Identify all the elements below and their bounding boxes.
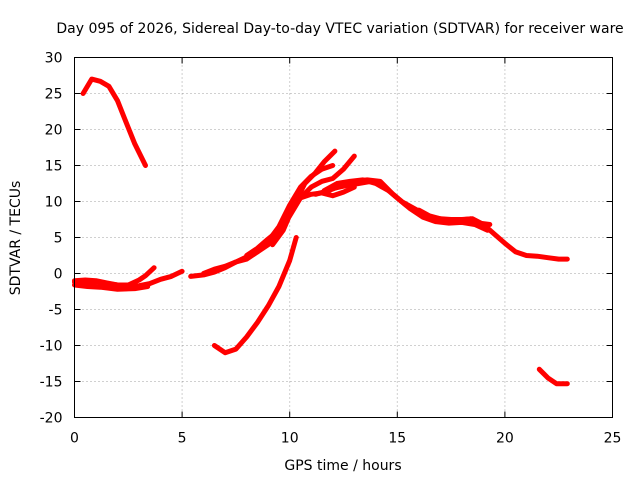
series-line-arc-4 [80, 76, 148, 168]
y-tick-label: 5 [54, 231, 63, 247]
chart-title: Day 095 of 2026, Sidereal Day-to-day VTE… [56, 21, 623, 37]
x-tick-label: 5 [178, 431, 187, 447]
series-line-arc-12 [416, 207, 570, 262]
grid [74, 57, 613, 418]
series-line-arc-8 [270, 148, 338, 248]
series-line-arc-14 [536, 366, 570, 387]
series-line-arc-13 [211, 235, 299, 356]
y-tick-label: 30 [45, 51, 63, 67]
series-line-arc-2 [72, 265, 157, 288]
series-line-arc-3 [72, 282, 151, 292]
x-tick-label: 20 [496, 431, 514, 447]
y-tick-label: 25 [45, 87, 63, 103]
y-tick-label: 10 [45, 195, 63, 211]
series-group [72, 76, 570, 387]
x-axis-label: GPS time / hours [284, 458, 401, 474]
y-tick-label: -15 [40, 375, 63, 391]
x-tick-label: 0 [70, 431, 79, 447]
y-tick-label: 0 [54, 267, 63, 283]
y-tick-label: 20 [45, 123, 63, 139]
series-line-arc-7 [244, 153, 357, 258]
y-axis-label: SDTVAR / TECUs [8, 181, 24, 296]
y-tick-label: -20 [40, 411, 63, 427]
y-tick-label: 15 [45, 159, 63, 175]
tick-group: 0 5 10 15 20 25 -20 -15 -10 -5 0 5 10 15 20 25 30 [40, 51, 622, 447]
y-tick-label: -10 [40, 339, 63, 355]
x-tick-label: 15 [388, 431, 406, 447]
x-tick-label: 25 [604, 431, 622, 447]
series-line-arc-6 [201, 163, 336, 276]
series-line-arc-11 [330, 178, 491, 233]
x-tick-label: 10 [281, 431, 299, 447]
y-tick-label: -5 [49, 303, 63, 319]
